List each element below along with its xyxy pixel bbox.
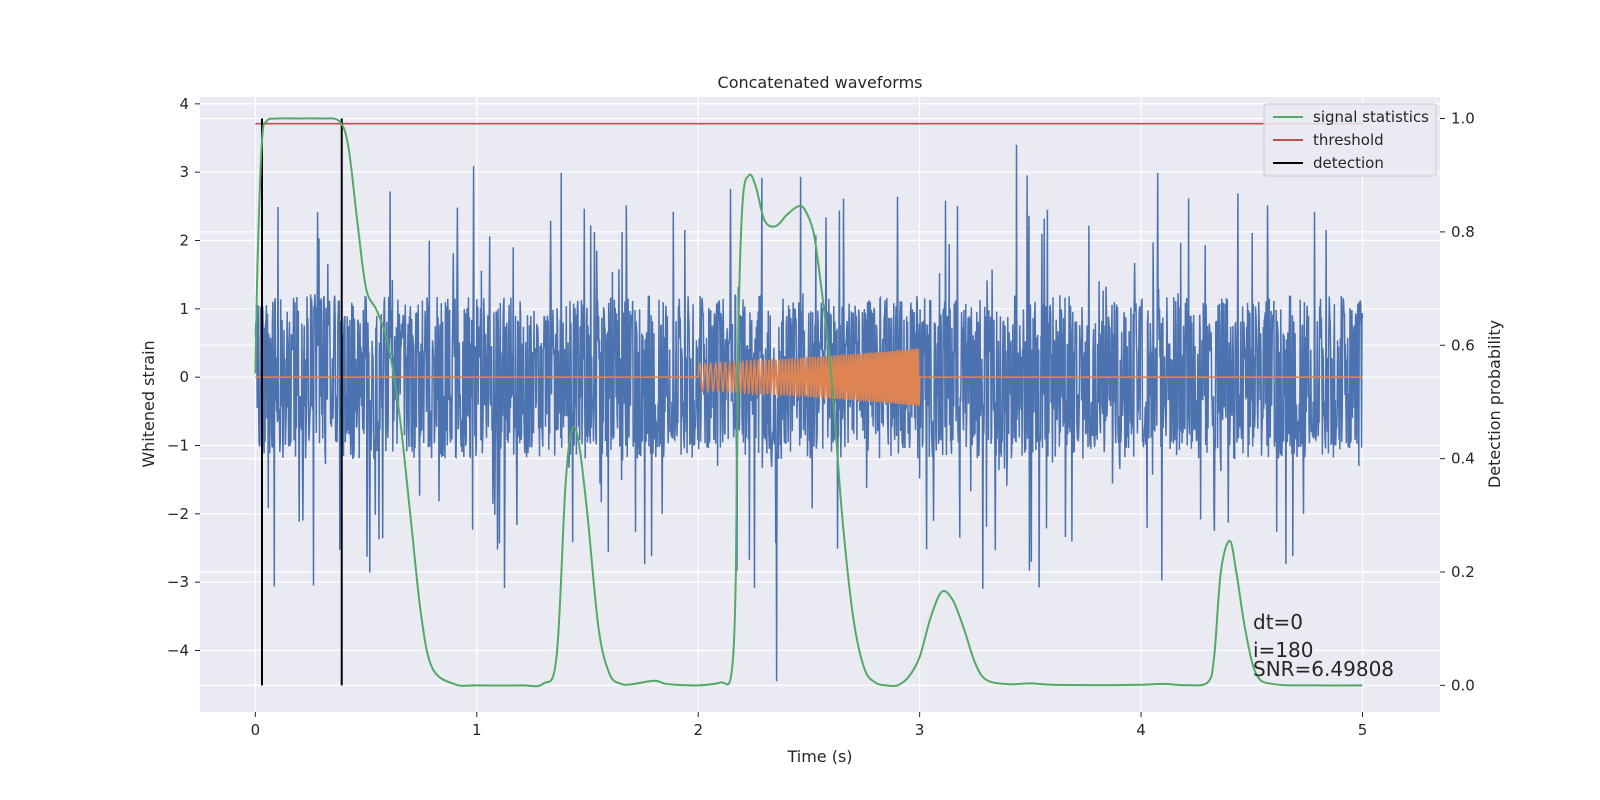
x-axis-label: Time (s): [786, 747, 852, 766]
annotation-snr: SNR=6.49808: [1253, 657, 1394, 681]
x-tick-label: 5: [1358, 721, 1368, 739]
y2-tick-label: 0.8: [1451, 223, 1475, 241]
legend-label-detection: detection: [1313, 154, 1384, 172]
legend: signal statistics threshold detection: [1263, 103, 1437, 177]
y2-tick-label: 0.2: [1451, 563, 1475, 581]
y2-tick-label: 0.4: [1451, 450, 1475, 468]
y2-tick-label: 1.0: [1451, 110, 1475, 128]
x-tick-label: 2: [693, 721, 703, 739]
y2-tick-label: 0.6: [1451, 336, 1475, 354]
x-tick-label: 0: [251, 721, 261, 739]
series-layer: [254, 117, 1364, 688]
x-tick-label: 4: [1136, 721, 1146, 739]
y-axis-label: Whitened strain: [139, 340, 158, 467]
legend-box: [1263, 103, 1437, 177]
injected-signal-line: [255, 348, 1363, 406]
chart-title: Concatenated waveforms: [718, 73, 923, 92]
signal-statistics-line: [254, 117, 1363, 688]
annotation-dt: dt=0: [1253, 610, 1303, 634]
y-tick-label: 3: [179, 163, 189, 181]
y-tick-label: −4: [167, 642, 189, 660]
y-tick-label: −2: [167, 505, 189, 523]
y-tick-label: 2: [179, 232, 189, 250]
x-tick-label: 1: [472, 721, 482, 739]
legend-label-threshold: threshold: [1313, 131, 1384, 149]
annotation-i: i=180: [1253, 638, 1314, 662]
x-tick-label: 3: [915, 721, 925, 739]
y-tick-label: −1: [167, 437, 189, 455]
ticks: 0 1 2 3 4 5 −4 −3 −2 −1 0 1 2 3 4 0.0 0.2 0.4 0.6 0.8 1.0: [167, 95, 1475, 739]
y-tick-label: 4: [179, 95, 189, 113]
y-tick-label: 0: [179, 368, 189, 386]
y2-axis-label: Detection probability: [1485, 320, 1504, 488]
legend-label-signal-statistics: signal statistics: [1313, 108, 1429, 126]
y2-tick-label: 0.0: [1451, 676, 1475, 694]
strain-series-line: [254, 144, 1364, 682]
annotations: dt=0 i=180 SNR=6.49808: [1253, 610, 1394, 681]
y-tick-label: −3: [167, 573, 189, 591]
y-tick-label: 1: [179, 300, 189, 318]
